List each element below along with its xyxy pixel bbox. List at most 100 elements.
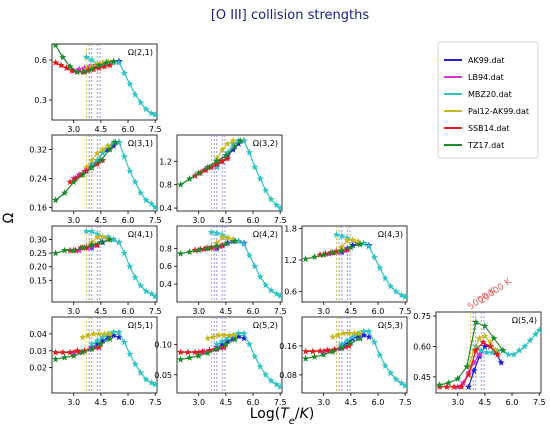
data-point bbox=[338, 343, 346, 351]
data-point bbox=[95, 61, 103, 69]
x-tick-label: 6.0 bbox=[247, 307, 260, 316]
data-point bbox=[147, 379, 156, 386]
data-point bbox=[82, 167, 91, 175]
y-tick-label: 0.02 bbox=[29, 364, 47, 373]
data-point bbox=[349, 236, 357, 244]
data-point bbox=[272, 380, 281, 388]
y-tick-label: 0.8 bbox=[159, 244, 172, 253]
data-point bbox=[267, 377, 275, 384]
data-point bbox=[131, 273, 139, 281]
data-point bbox=[142, 105, 150, 113]
x-tick-label: 4.5 bbox=[345, 307, 358, 316]
x-tick-label: 7.5 bbox=[149, 398, 162, 407]
y-tick-label: 0.45 bbox=[413, 373, 431, 382]
data-point bbox=[66, 178, 74, 186]
data-point bbox=[99, 58, 107, 66]
data-point bbox=[213, 345, 221, 353]
data-point bbox=[267, 195, 275, 203]
data-point bbox=[61, 246, 69, 254]
y-tick-label: 0.4 bbox=[159, 204, 172, 213]
y-tick-label: 0.20 bbox=[29, 263, 47, 272]
data-point bbox=[73, 68, 81, 76]
data-point bbox=[450, 383, 458, 390]
data-point bbox=[99, 149, 107, 157]
data-point bbox=[62, 64, 71, 72]
data-point bbox=[79, 243, 87, 251]
panel-data bbox=[302, 317, 407, 393]
x-axis-label: Log(Te/K) bbox=[250, 406, 315, 427]
data-point bbox=[272, 201, 281, 209]
data-point bbox=[356, 240, 364, 248]
data-point bbox=[262, 370, 270, 378]
data-point bbox=[207, 163, 216, 171]
data-point bbox=[90, 330, 98, 337]
data-point bbox=[111, 138, 119, 146]
data-point bbox=[151, 203, 157, 211]
data-point bbox=[186, 353, 194, 361]
x-tick-label: 6.0 bbox=[122, 307, 135, 316]
data-point bbox=[329, 333, 337, 340]
y-tick-label: 0.3 bbox=[34, 96, 47, 105]
data-point bbox=[177, 348, 185, 356]
panel-frame bbox=[176, 134, 283, 212]
data-point bbox=[102, 58, 110, 66]
data-point bbox=[106, 61, 114, 69]
data-point bbox=[70, 178, 78, 186]
data-point bbox=[213, 242, 221, 250]
data-point bbox=[302, 347, 310, 355]
data-point bbox=[470, 366, 478, 374]
data-point bbox=[454, 375, 462, 382]
data-point bbox=[531, 330, 540, 338]
x-tick-label: 3.0 bbox=[317, 398, 330, 407]
data-point bbox=[126, 80, 134, 88]
x-tick-label: 6.0 bbox=[122, 125, 135, 134]
data-point bbox=[472, 346, 480, 354]
data-point bbox=[276, 204, 282, 211]
data-point bbox=[497, 358, 505, 366]
data-point bbox=[343, 336, 351, 344]
data-point bbox=[184, 348, 192, 356]
panel-3: Ω(4,1) 3.0 4.5 6.0 7.5 0.15 0.20 0.25 0.30 bbox=[29, 225, 162, 316]
data-point bbox=[147, 290, 156, 297]
panel-label: Ω(4,1) bbox=[128, 230, 153, 239]
panel-data bbox=[52, 135, 157, 211]
data-point bbox=[100, 62, 109, 70]
data-point bbox=[236, 137, 244, 144]
data-point bbox=[115, 138, 123, 146]
legend-box bbox=[437, 41, 539, 159]
data-point bbox=[66, 62, 74, 70]
data-point bbox=[195, 169, 203, 177]
panel-4: Ω(4,2) 3.0 4.5 6.0 7.5 0.4 0.6 0.8 bbox=[159, 225, 287, 316]
x-tick-label: 7.5 bbox=[533, 398, 546, 407]
data-point bbox=[365, 242, 373, 250]
data-point bbox=[115, 333, 123, 341]
y-tick-label: 0.08 bbox=[279, 371, 297, 380]
data-point bbox=[204, 349, 212, 356]
data-point bbox=[88, 340, 96, 348]
data-point bbox=[397, 291, 406, 299]
data-point bbox=[104, 333, 112, 341]
data-point bbox=[245, 148, 254, 156]
data-point bbox=[109, 328, 118, 336]
data-point bbox=[436, 381, 444, 388]
panel-label: Ω(5,4) bbox=[512, 316, 537, 325]
data-point bbox=[52, 44, 60, 49]
panel-label: Ω(5,1) bbox=[128, 321, 153, 330]
x-tick-label: 3.0 bbox=[67, 398, 80, 407]
data-point bbox=[82, 53, 91, 61]
panel-label: Ω(5,3) bbox=[378, 321, 403, 330]
data-point bbox=[354, 333, 362, 340]
data-point bbox=[515, 346, 523, 354]
data-point bbox=[80, 346, 89, 354]
data-point bbox=[392, 375, 400, 383]
data-point bbox=[338, 232, 346, 240]
y-tick-label: 0.25 bbox=[29, 249, 47, 258]
x-tick-label: 6.0 bbox=[372, 398, 385, 407]
data-point bbox=[231, 331, 239, 339]
x-tick-label: 7.5 bbox=[399, 307, 412, 316]
data-point bbox=[106, 330, 114, 337]
data-point bbox=[329, 248, 337, 256]
data-point bbox=[88, 65, 96, 73]
data-point bbox=[99, 145, 107, 153]
